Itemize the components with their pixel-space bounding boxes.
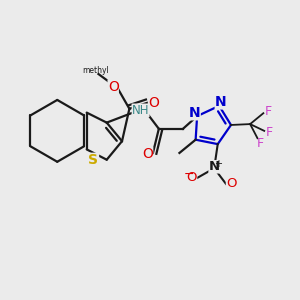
Text: O: O	[108, 80, 118, 94]
Text: N: N	[208, 160, 220, 173]
Text: +: +	[214, 159, 222, 169]
Text: O: O	[226, 177, 236, 190]
Text: O: O	[148, 96, 159, 110]
Text: O: O	[142, 147, 153, 161]
Text: F: F	[265, 105, 272, 118]
Text: F: F	[266, 126, 273, 139]
Text: O: O	[187, 172, 197, 184]
Text: F: F	[257, 137, 264, 150]
Text: N: N	[189, 106, 201, 120]
Text: N: N	[215, 95, 226, 109]
Text: S: S	[88, 153, 98, 167]
Text: methyl: methyl	[83, 66, 110, 75]
Text: NH: NH	[132, 104, 149, 117]
Text: −: −	[184, 168, 194, 181]
